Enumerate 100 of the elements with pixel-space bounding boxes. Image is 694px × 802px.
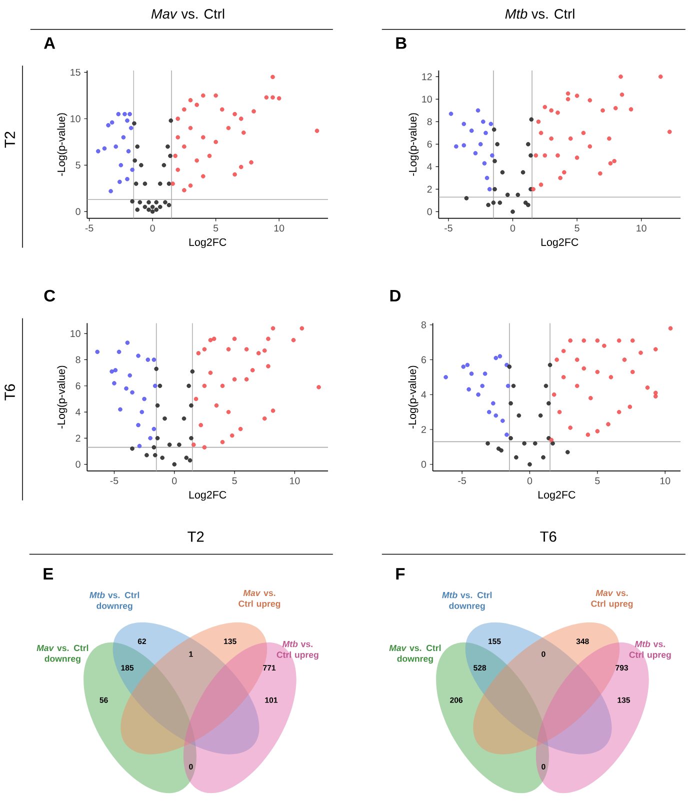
point <box>516 413 521 418</box>
point <box>511 384 516 388</box>
point <box>557 410 562 414</box>
point <box>207 154 212 158</box>
point <box>126 149 131 154</box>
point <box>136 422 140 428</box>
point <box>510 210 515 214</box>
point <box>170 182 175 186</box>
point <box>528 462 532 466</box>
point <box>507 364 512 369</box>
x-tick-label: -5 <box>458 477 466 484</box>
point <box>232 172 237 177</box>
point <box>600 108 605 113</box>
point <box>542 153 547 158</box>
point <box>166 144 170 149</box>
point <box>95 350 100 354</box>
point <box>531 187 536 192</box>
chart-title: Mav vs. Ctrl <box>151 8 224 19</box>
point <box>476 392 480 397</box>
point <box>549 438 554 442</box>
point <box>495 142 500 146</box>
point <box>152 445 156 450</box>
x-tick-label: -5 <box>444 224 452 232</box>
point <box>544 384 548 388</box>
point <box>200 135 206 140</box>
point <box>244 347 249 352</box>
point <box>142 396 146 402</box>
text: A <box>44 37 56 49</box>
point <box>534 153 538 158</box>
point <box>500 418 505 423</box>
point <box>136 354 140 358</box>
point <box>574 358 580 362</box>
point <box>469 372 474 376</box>
point <box>188 98 193 102</box>
point <box>667 130 672 134</box>
point <box>166 202 171 208</box>
x-tick-label: -5 <box>110 477 118 484</box>
point <box>536 120 540 124</box>
point <box>476 108 480 113</box>
point <box>532 441 538 446</box>
point <box>200 93 206 98</box>
point <box>132 121 136 126</box>
point <box>214 140 218 144</box>
point <box>118 407 122 412</box>
point <box>522 441 526 446</box>
point <box>526 142 530 146</box>
point <box>504 432 509 437</box>
point <box>256 351 261 356</box>
x-tick-label: 0 <box>527 477 532 484</box>
text: E <box>44 568 53 580</box>
point <box>188 183 193 188</box>
point <box>461 364 466 369</box>
point <box>486 441 490 446</box>
point <box>186 384 191 388</box>
y-tick-label: 0 <box>427 208 432 216</box>
x-tick-label: 5 <box>213 224 218 232</box>
point <box>595 370 600 374</box>
point <box>116 350 122 354</box>
point <box>266 336 270 341</box>
point <box>316 385 321 390</box>
category-label: Mtb vs. Ctrl downreg <box>442 592 492 611</box>
point <box>140 410 144 414</box>
point <box>162 163 166 168</box>
y-tick-label: 15 <box>70 68 80 76</box>
point <box>168 154 172 158</box>
point <box>568 338 572 343</box>
point <box>190 369 194 374</box>
point <box>523 200 528 205</box>
point <box>158 384 162 388</box>
point <box>541 455 546 460</box>
point <box>266 364 270 368</box>
point <box>270 408 276 413</box>
point <box>184 456 188 460</box>
point <box>202 347 206 352</box>
point <box>469 128 474 133</box>
point <box>214 93 218 98</box>
point <box>568 426 572 430</box>
point <box>134 182 138 186</box>
point <box>549 108 554 113</box>
x-tick-label: 0 <box>150 224 155 232</box>
point <box>548 362 552 368</box>
y-tick-label: 10 <box>422 96 432 103</box>
point <box>612 158 616 164</box>
point <box>314 128 320 133</box>
point <box>176 442 182 447</box>
point <box>196 351 200 356</box>
point <box>465 362 470 368</box>
point <box>488 122 493 126</box>
point <box>128 126 134 130</box>
point <box>516 192 520 197</box>
point <box>154 208 158 212</box>
point <box>194 158 199 163</box>
point <box>462 122 466 126</box>
point <box>121 135 126 140</box>
point <box>128 373 132 378</box>
category-label: Mav vs. Ctrl downreg <box>36 644 88 664</box>
point <box>122 112 127 116</box>
point <box>220 107 224 112</box>
y-tick-label: 4 <box>421 391 426 398</box>
point <box>492 127 496 132</box>
